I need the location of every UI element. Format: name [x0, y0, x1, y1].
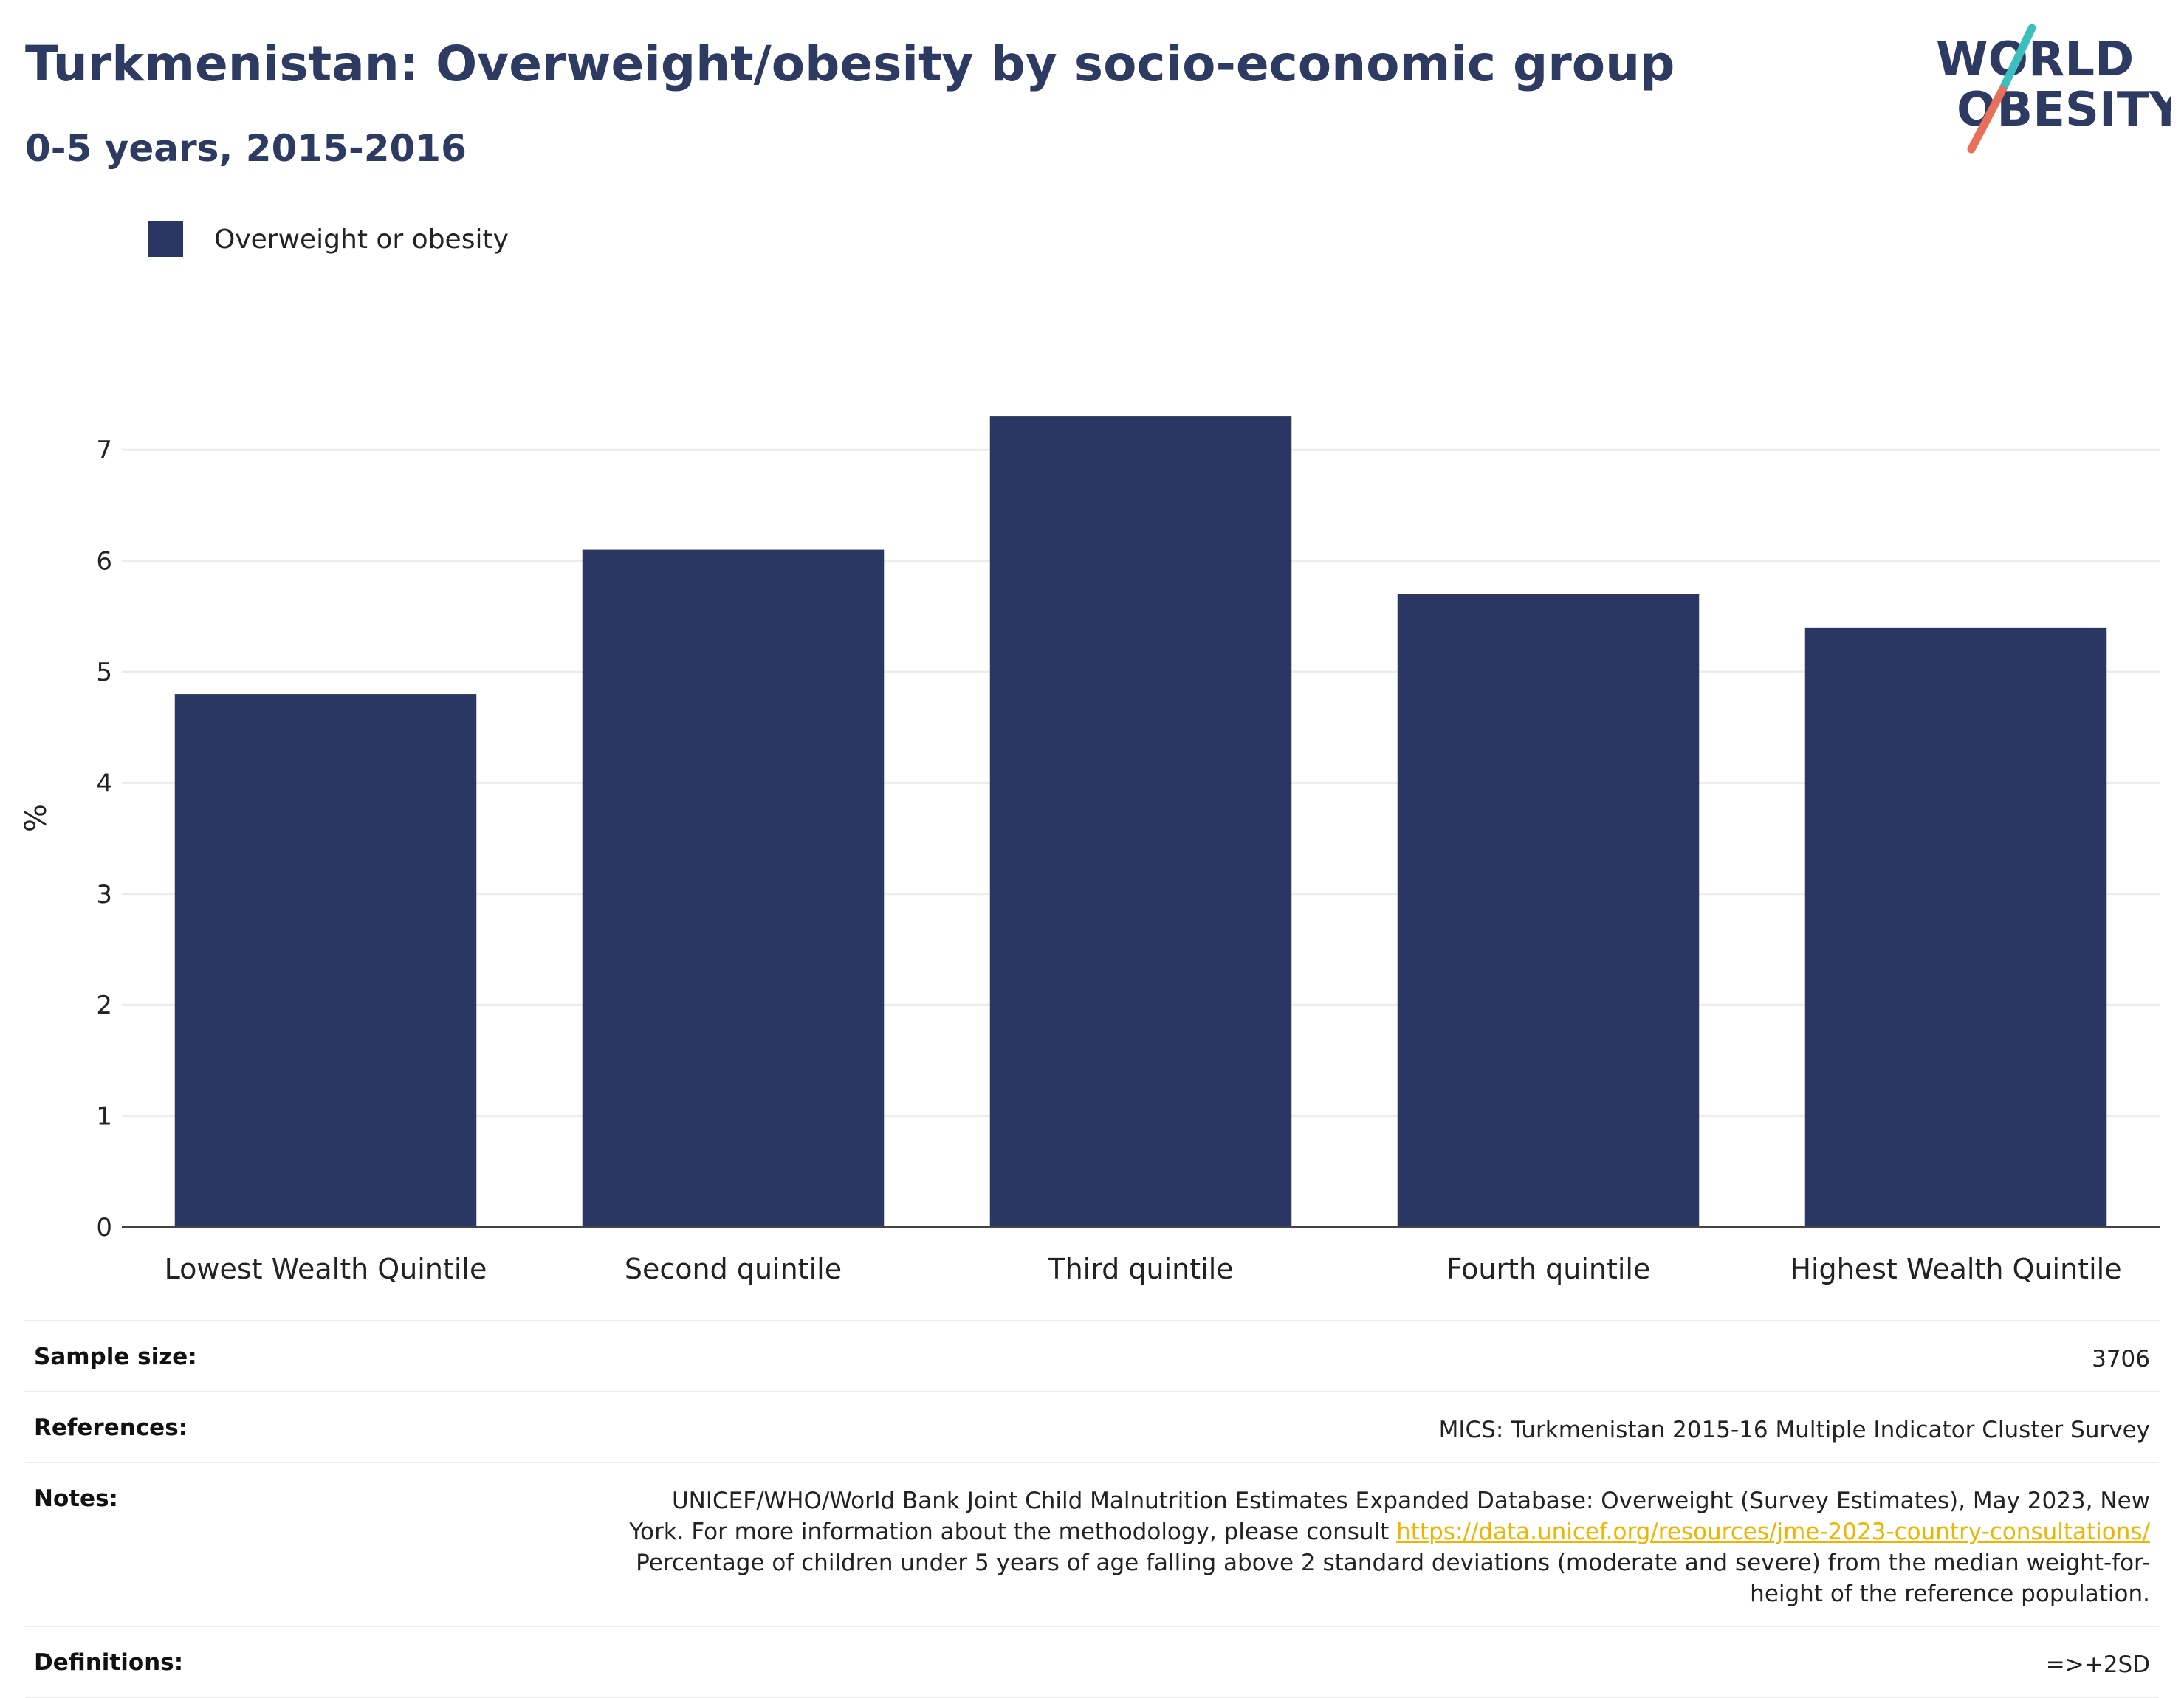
notes-text-2: Percentage of children under 5 years of … [636, 1550, 2150, 1607]
x-tick-label: Lowest Wealth Quintile [165, 1253, 487, 1285]
y-tick-label: 1 [96, 1102, 112, 1132]
y-tick-label: 0 [96, 1213, 112, 1242]
definitions-label: Definitions: [34, 1649, 184, 1676]
bar-2 [989, 416, 1292, 1227]
logo-slash-bottom [1967, 86, 2007, 154]
references-value: MICS: Turkmenistan 2015-16 Multiple Indi… [1438, 1417, 2150, 1443]
bar-4 [1804, 627, 2107, 1227]
meta-row-notes: Notes: UNICEF/WHO/World Bank Joint Child… [25, 1462, 2159, 1626]
bar-chart: 0 1 2 3 4 5 6 7 Lowest Wealth Quintile Second qu… [19, 416, 2160, 1285]
y-axis-label: % [19, 804, 53, 832]
notes-link[interactable]: https://data.unicef.org/resources/jme-20… [1396, 1519, 2150, 1545]
meta-row-references: References: MICS: Turkmenistan 2015-16 M… [25, 1391, 2159, 1462]
references-label: References: [34, 1415, 188, 1441]
notes-label: Notes: [34, 1485, 118, 1512]
x-tick-labels: Lowest Wealth Quintile Second quintile Thi… [165, 1253, 2122, 1285]
legend-swatch [148, 221, 183, 257]
y-tick-label: 4 [96, 769, 112, 798]
y-tick-labels: 0 1 2 3 4 5 6 7 [96, 436, 112, 1242]
sample-size-value: 3706 [2092, 1346, 2150, 1372]
sample-size-label: Sample size: [34, 1344, 197, 1370]
x-tick-label: Highest Wealth Quintile [1790, 1253, 2121, 1285]
meta-row-sample-size: Sample size: 3706 [25, 1320, 2159, 1391]
metadata-table: Sample size: 3706 References: MICS: Turk… [25, 1320, 2159, 1698]
logo-slash-top [1998, 24, 2036, 94]
bar-1 [582, 549, 885, 1227]
chart-legend: Overweight or obesity [148, 219, 509, 260]
y-tick-label: 3 [96, 880, 112, 910]
notes-text-1: UNICEF/WHO/World Bank Joint Child Malnut… [629, 1488, 2150, 1545]
world-obesity-logo: WORLD OBESITY [1936, 24, 2171, 154]
y-tick-label: 2 [96, 991, 112, 1020]
bar-3 [1397, 594, 1700, 1227]
notes-value: UNICEF/WHO/World Bank Joint Child Malnut… [614, 1485, 2150, 1609]
page-title: Turkmenistan: Overweight/obesity by soci… [25, 35, 1675, 92]
definitions-value: =>+2SD [2045, 1651, 2150, 1678]
logo-line-world: WORLD [1936, 32, 2134, 87]
x-tick-label: Second quintile [625, 1253, 842, 1285]
y-tick-label: 5 [96, 658, 112, 687]
page-subtitle: 0-5 years, 2015-2016 [25, 127, 467, 170]
bars [174, 416, 2107, 1227]
meta-row-definitions: Definitions: =>+2SD [25, 1626, 2159, 1698]
legend-label: Overweight or obesity [214, 224, 509, 255]
bar-0 [174, 694, 477, 1227]
y-tick-label: 7 [96, 436, 112, 465]
x-tick-label: Third quintile [1047, 1253, 1233, 1285]
y-tick-label: 6 [96, 547, 112, 577]
x-tick-label: Fourth quintile [1446, 1253, 1651, 1285]
